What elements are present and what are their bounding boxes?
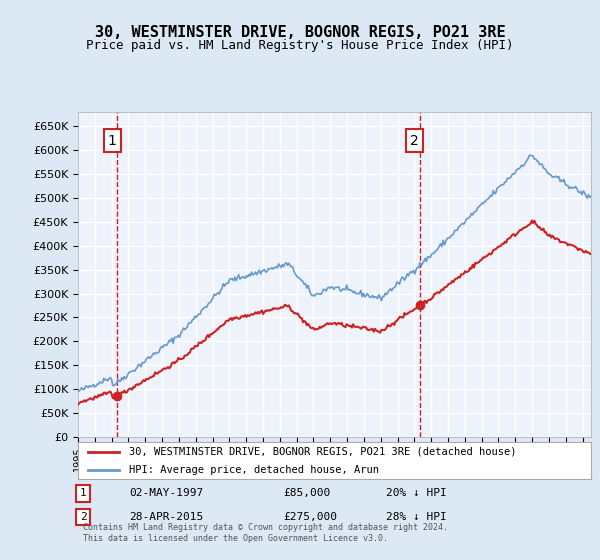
Text: 30, WESTMINSTER DRIVE, BOGNOR REGIS, PO21 3RE (detached house): 30, WESTMINSTER DRIVE, BOGNOR REGIS, PO2… (130, 446, 517, 456)
Text: 2: 2 (80, 512, 86, 522)
Text: £85,000: £85,000 (283, 488, 331, 498)
Text: 20% ↓ HPI: 20% ↓ HPI (386, 488, 446, 498)
Text: 30, WESTMINSTER DRIVE, BOGNOR REGIS, PO21 3RE: 30, WESTMINSTER DRIVE, BOGNOR REGIS, PO2… (95, 25, 505, 40)
Text: 28-APR-2015: 28-APR-2015 (130, 512, 203, 522)
Text: 28% ↓ HPI: 28% ↓ HPI (386, 512, 446, 522)
Text: 1: 1 (80, 488, 86, 498)
Text: Contains HM Land Registry data © Crown copyright and database right 2024.
This d: Contains HM Land Registry data © Crown c… (83, 524, 448, 543)
Text: 02-MAY-1997: 02-MAY-1997 (130, 488, 203, 498)
Text: 2: 2 (410, 134, 419, 148)
Text: Price paid vs. HM Land Registry's House Price Index (HPI): Price paid vs. HM Land Registry's House … (86, 39, 514, 52)
Text: 1: 1 (108, 134, 116, 148)
Text: HPI: Average price, detached house, Arun: HPI: Average price, detached house, Arun (130, 465, 379, 475)
Text: £275,000: £275,000 (283, 512, 337, 522)
